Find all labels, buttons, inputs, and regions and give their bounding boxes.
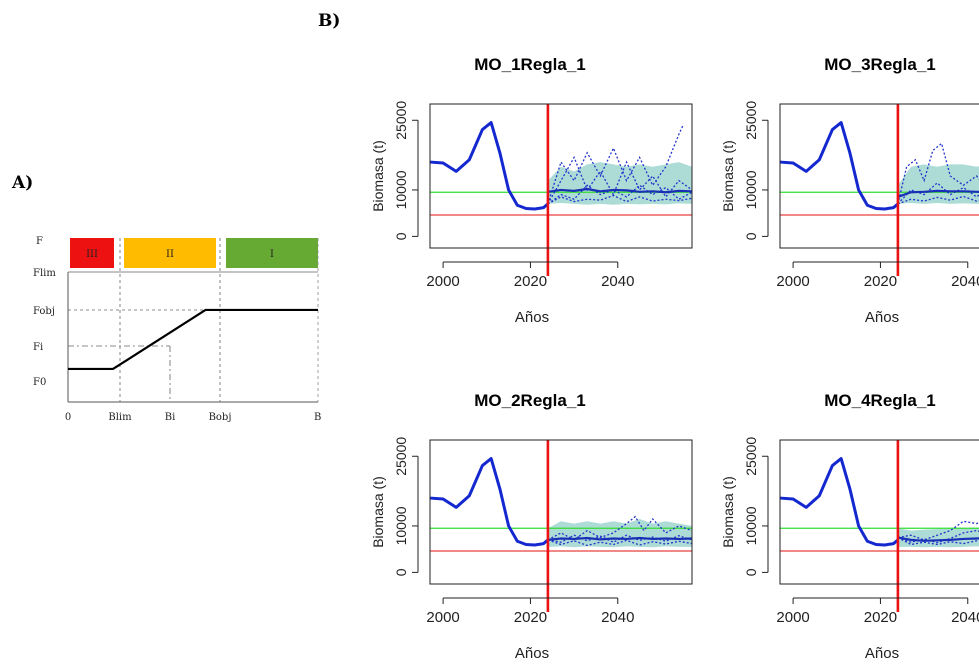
x-tick-label: 2000: [776, 273, 809, 290]
x-axis-label: Años: [515, 309, 549, 326]
iteration-line: [547, 194, 693, 205]
chart-panel-1: MO_1Regla_1 2000 2020 2040 Años 0 10000 25000 Bi…: [370, 55, 693, 326]
hcr-y-label: F: [36, 236, 43, 247]
x-tick-label: 2040: [951, 609, 979, 626]
historical-biomass-line: [429, 121, 549, 211]
panel-label-b: B): [318, 11, 340, 31]
hcr-x-label: Blim: [108, 412, 132, 423]
median-projection-line: [897, 536, 979, 542]
x-tick-label: 2020: [514, 609, 547, 626]
x-axis-label: Años: [865, 645, 899, 662]
hcr-rule-line: [68, 308, 318, 371]
hcr-x-label: Bi: [165, 412, 176, 423]
x-tick-label: 2040: [601, 273, 634, 290]
y-tick-label: 10000: [743, 170, 759, 209]
y-tick-label: 25000: [393, 101, 409, 140]
x-tick-label: 2000: [426, 273, 459, 290]
y-tick-label: 25000: [743, 437, 759, 476]
hcr-y-label: Flim: [33, 268, 56, 279]
chart-title: MO_2Regla_1: [474, 391, 586, 410]
chart-title: MO_4Regla_1: [824, 391, 936, 410]
x-axis-label: Años: [865, 309, 899, 326]
y-axis-label: Biomasa (t): [370, 140, 386, 212]
iteration-line: [897, 536, 979, 546]
y-tick-label: 0: [743, 568, 759, 576]
hcr-x-label: Bobj: [209, 412, 232, 423]
median-projection-line: [547, 536, 693, 541]
hcr-y-label: F0: [33, 377, 46, 388]
y-tick-label: 10000: [743, 506, 759, 545]
hcr-zone-2: [124, 238, 216, 268]
iteration-line: [547, 124, 684, 205]
x-tick-label: 2000: [776, 609, 809, 626]
hcr-zone-label: II: [166, 249, 174, 260]
y-axis-label: Biomasa (t): [370, 476, 386, 548]
chart-title: MO_3Regla_1: [824, 55, 936, 74]
median-projection-line: [897, 189, 979, 198]
historical-biomass-line: [429, 457, 549, 547]
x-tick-label: 2040: [951, 273, 979, 290]
iteration-line: [547, 155, 693, 205]
projection-envelope: [547, 162, 692, 205]
y-tick-label: 25000: [393, 437, 409, 476]
iteration-line: [897, 195, 979, 205]
y-tick-label: 0: [743, 232, 759, 240]
hcr-x-label: B: [314, 412, 321, 423]
hcr-zone-label: I: [270, 249, 274, 260]
panel-label-a: A): [11, 173, 33, 193]
x-tick-label: 2020: [864, 609, 897, 626]
x-tick-label: 2040: [601, 609, 634, 626]
plot-frame: [429, 439, 693, 585]
y-axis-label: Biomasa (t): [720, 476, 736, 548]
plot-frame: [429, 103, 693, 249]
x-tick-label: 2020: [514, 273, 547, 290]
projection-envelope: [897, 527, 979, 548]
hcr-zone-3: [226, 238, 318, 268]
y-tick-label: 0: [393, 568, 409, 576]
hcr-y-label: Fobj: [33, 306, 55, 317]
iteration-line: [547, 539, 693, 547]
plot-frame: [779, 439, 979, 585]
hcr-y-label: Fi: [33, 342, 43, 353]
y-tick-label: 10000: [393, 506, 409, 545]
chart-title: MO_1Regla_1: [474, 55, 586, 74]
y-axis-label: Biomasa (t): [720, 140, 736, 212]
x-tick-label: 2000: [426, 609, 459, 626]
iteration-line: [547, 534, 693, 543]
hcr-zone-1: [70, 238, 114, 268]
plot-frame: [779, 103, 979, 249]
y-tick-label: 0: [393, 232, 409, 240]
chart-panel-2: MO_3Regla_1 2000 2020 2040 Años 0 10000 25000 Bi…: [720, 55, 979, 326]
iteration-line: [547, 184, 693, 205]
projection-envelope: [547, 518, 692, 548]
x-axis-label: Años: [515, 645, 549, 662]
y-tick-label: 25000: [743, 101, 759, 140]
hcr-x-label: 0: [65, 412, 71, 423]
y-tick-label: 10000: [393, 170, 409, 209]
chart-panel-3: MO_2Regla_1 2000 2020 2040 Años 0 10000 25000 Bi…: [370, 391, 693, 662]
hcr-zone-label: III: [86, 249, 98, 260]
median-projection-line: [547, 187, 693, 194]
historical-biomass-line: [779, 457, 899, 547]
iteration-line: [897, 142, 979, 205]
chart-panel-4: MO_4Regla_1 2000 2020 2040 Años 0 10000 25000 Bi…: [720, 391, 979, 662]
biomass-panels: MO_1Regla_1 2000 2020 2040 Años 0 10000 25000 Bi…: [370, 55, 979, 662]
historical-biomass-line: [779, 121, 899, 211]
x-tick-label: 2020: [864, 273, 897, 290]
iteration-line: [897, 529, 979, 544]
